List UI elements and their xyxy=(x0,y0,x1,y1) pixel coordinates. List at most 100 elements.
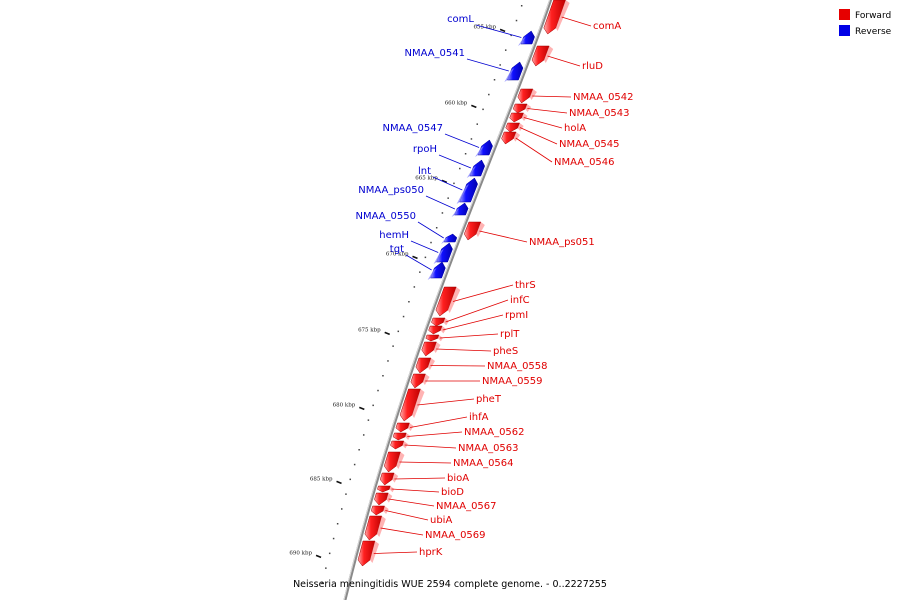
gene-side xyxy=(412,389,425,418)
forward-gene-thrS[interactable] xyxy=(435,286,461,317)
forward-gene-label[interactable]: bioA xyxy=(447,473,469,484)
forward-gene-label[interactable]: NMAA_0543 xyxy=(569,108,630,119)
scale-dot xyxy=(362,434,365,436)
reverse-gene-label[interactable]: NMAA_0547 xyxy=(382,123,443,134)
forward-gene-label[interactable]: pheS xyxy=(493,346,518,357)
forward-gene-label[interactable]: NMAA_0542 xyxy=(573,92,634,103)
forward-gene-label[interactable]: holA xyxy=(564,123,586,134)
forward-gene-label[interactable]: comA xyxy=(593,21,621,32)
reverse-gene-comL[interactable] xyxy=(517,30,535,46)
forward-gene-pheS[interactable] xyxy=(421,341,441,357)
gene-side xyxy=(370,541,380,563)
forward-gene-NMAA_0542[interactable] xyxy=(517,88,537,104)
reverse-gene-NMAA_0541[interactable] xyxy=(504,61,524,82)
gene-side xyxy=(427,358,435,370)
gene-side xyxy=(555,0,570,31)
forward-gene-label[interactable]: bioD xyxy=(441,487,464,498)
scale-dot xyxy=(493,79,496,81)
scale-dot xyxy=(321,582,323,584)
gene-side xyxy=(529,89,537,100)
forward-gene-label[interactable]: rpmI xyxy=(505,310,528,321)
forward-gene-label[interactable]: NMAA_0563 xyxy=(458,443,519,454)
tick-label: 690 kbp xyxy=(289,551,312,557)
scale-dot xyxy=(353,463,356,466)
forward-gene-ubiA[interactable] xyxy=(370,505,389,516)
gene-body xyxy=(531,45,550,67)
forward-gene-rluD[interactable] xyxy=(531,45,554,67)
forward-gene-label[interactable]: infC xyxy=(510,295,530,306)
forward-gene-label[interactable]: ubiA xyxy=(430,515,452,526)
scale-dot xyxy=(520,5,523,7)
forward-gene-NMAA_0564[interactable] xyxy=(383,451,405,473)
gene-body xyxy=(430,261,446,279)
genome-backbone xyxy=(343,0,553,600)
reverse-gene-NMAA_ps050[interactable] xyxy=(451,202,469,217)
forward-gene-NMAA_0567[interactable] xyxy=(374,492,393,506)
forward-gene-hprK[interactable] xyxy=(357,540,380,567)
forward-gene-label[interactable]: NMAA_0558 xyxy=(487,361,548,372)
forward-gene-comA[interactable] xyxy=(543,0,570,35)
forward-gene-label[interactable]: thrS xyxy=(515,280,536,291)
reverse-gene-label[interactable]: hemH xyxy=(379,230,409,241)
forward-gene-label[interactable]: ihfA xyxy=(469,412,489,423)
forward-gene-holA[interactable] xyxy=(509,112,528,123)
forward-gene-NMAA_0569[interactable] xyxy=(364,515,386,541)
forward-gene-NMAA_0543[interactable] xyxy=(512,103,532,114)
forward-gene-label[interactable]: NMAA_0562 xyxy=(464,427,525,438)
reverse-gene-label[interactable]: NMAA_ps050 xyxy=(358,185,424,196)
leader-line xyxy=(532,95,572,98)
reverse-gene-NMAA_0547[interactable] xyxy=(475,139,493,157)
forward-gene-NMAA_0559[interactable] xyxy=(410,373,430,389)
reverse-gene-label[interactable]: rpoH xyxy=(413,144,437,155)
reverse-gene-label[interactable]: NMAA_0541 xyxy=(404,48,465,59)
tick-label: 670 kbp xyxy=(386,252,409,258)
forward-gene-pheT[interactable] xyxy=(399,388,425,422)
reverse-gene-rpoH[interactable] xyxy=(466,159,486,178)
scale-dot xyxy=(402,315,405,318)
forward-gene-NMAA_0546[interactable] xyxy=(501,131,521,145)
gene-body xyxy=(390,440,405,450)
gene-body xyxy=(443,233,458,243)
reverse-gene-label[interactable]: comL xyxy=(447,14,474,25)
forward-gene-bioA[interactable] xyxy=(379,472,399,486)
forward-gene-label[interactable]: NMAA_0567 xyxy=(436,501,497,512)
forward-gene-label[interactable]: NMAA_ps051 xyxy=(529,237,595,248)
reverse-gene-label[interactable]: lnt xyxy=(418,166,431,177)
tick-mark xyxy=(499,28,506,33)
gene-side xyxy=(433,249,444,264)
leader-line xyxy=(410,240,439,253)
reverse-gene-lnt[interactable] xyxy=(456,177,478,204)
forward-gene-label[interactable]: NMAA_0569 xyxy=(425,530,486,541)
forward-gene-label[interactable]: NMAA_0564 xyxy=(453,458,514,469)
leader-line xyxy=(407,431,463,437)
reverse-gene-label[interactable]: tgt xyxy=(390,244,404,255)
gene-body xyxy=(459,177,478,203)
gene-body xyxy=(509,112,524,123)
gene-side xyxy=(504,68,515,82)
forward-gene-label[interactable]: NMAA_0545 xyxy=(559,139,620,150)
forward-gene-NMAA_0558[interactable] xyxy=(415,357,435,374)
forward-gene-label[interactable]: pheT xyxy=(476,394,502,405)
tick-label: 660 kbp xyxy=(445,101,468,107)
forward-gene-NMAA_0545[interactable] xyxy=(505,122,524,133)
gene-side xyxy=(407,423,414,431)
forward-gene-label[interactable]: hprK xyxy=(419,547,443,558)
reverse-gene-label[interactable]: NMAA_0550 xyxy=(355,211,416,222)
gene-side xyxy=(466,166,477,178)
forward-gene-NMAA_ps051[interactable] xyxy=(463,221,485,241)
reverse-gene-tgt[interactable] xyxy=(427,261,446,280)
forward-gene-label[interactable]: NMAA_0559 xyxy=(482,376,543,387)
forward-gene-label[interactable]: rluD xyxy=(582,61,603,72)
forward-gene-ihfA[interactable] xyxy=(395,422,414,433)
scale-dot xyxy=(419,271,421,273)
gene-body xyxy=(415,357,432,374)
forward-gene-label[interactable]: rplT xyxy=(500,329,520,340)
gene-side xyxy=(476,222,485,237)
gene-side xyxy=(433,342,441,353)
gene-body xyxy=(357,540,376,567)
gene-body xyxy=(431,317,446,327)
reverse-gene-NMAA_0550[interactable] xyxy=(441,233,458,244)
tick-mark xyxy=(412,255,418,260)
leader-line xyxy=(394,477,446,480)
forward-gene-label[interactable]: NMAA_0546 xyxy=(554,157,615,168)
